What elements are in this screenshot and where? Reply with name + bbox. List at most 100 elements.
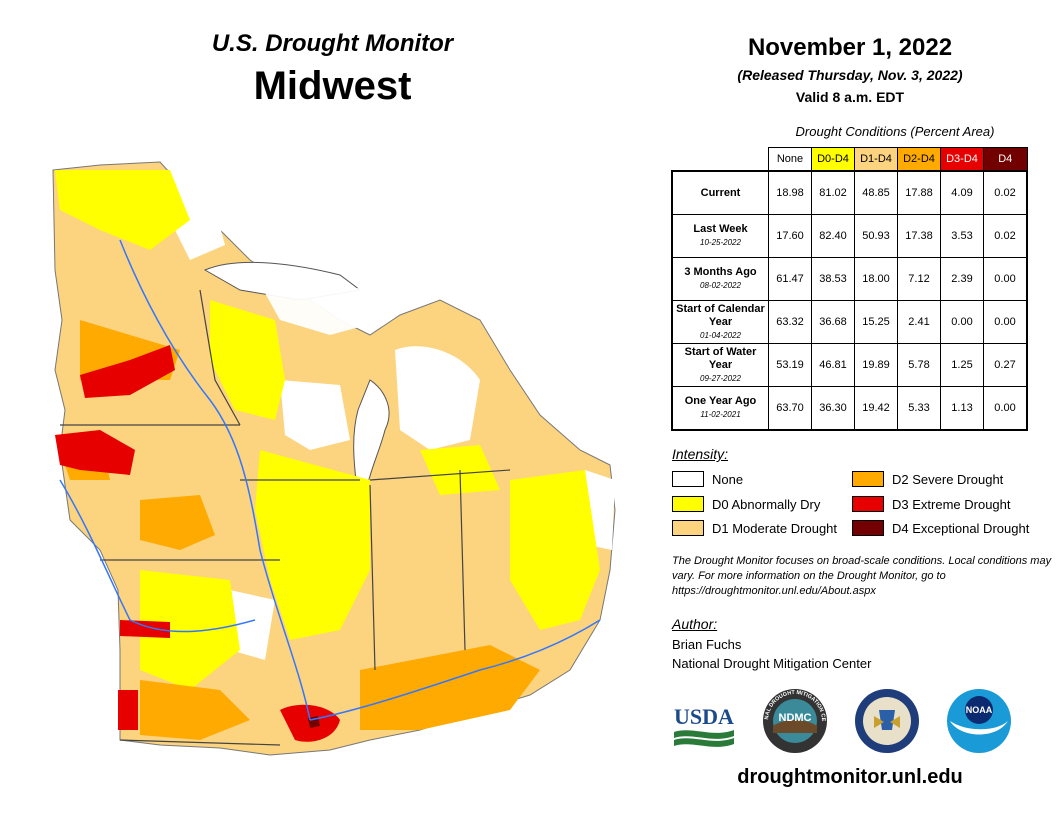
mississippi-river xyxy=(119,239,311,721)
table-cell: 18.00 xyxy=(854,257,898,301)
valid-time: Valid 8 a.m. EDT xyxy=(795,89,905,105)
legend-label: D4 Exceptional Drought xyxy=(892,520,1030,536)
col-header: D0-D4 xyxy=(811,147,855,172)
legend-item-d3: D3 Extreme Drought xyxy=(852,496,1011,512)
none-minnesota-ne xyxy=(165,170,225,260)
legend-swatch xyxy=(852,496,884,512)
legend-swatch xyxy=(852,520,884,536)
table-cell: 0.02 xyxy=(983,214,1028,258)
drought-stats-table: None D0-D4 D1-D4 D2-D4 D3-D4 D4 Current … xyxy=(671,147,1028,431)
table-corner xyxy=(672,148,769,172)
table-cell: 5.33 xyxy=(897,386,941,431)
table-cell: 7.12 xyxy=(897,257,941,301)
table-cell: 0.00 xyxy=(983,300,1028,344)
table-cell: 17.38 xyxy=(897,214,941,258)
legend-label: D3 Extreme Drought xyxy=(892,496,1011,512)
legend-label: D0 Abnormally Dry xyxy=(712,496,821,512)
usda-logo-text: USDA xyxy=(674,704,734,729)
ndmc-logo-text: NDMC xyxy=(779,712,812,724)
table-cell: 0.00 xyxy=(983,257,1028,301)
release-date: (Released Thursday, Nov. 3, 2022) xyxy=(737,67,963,83)
table-cell: 1.13 xyxy=(940,386,984,431)
border-in-oh xyxy=(459,469,466,651)
table-cell: 53.19 xyxy=(768,343,812,387)
none-illinois-west xyxy=(230,590,275,660)
legend-item-none: None xyxy=(672,471,743,487)
legend-swatch xyxy=(672,496,704,512)
d2-missouri-se xyxy=(140,680,250,740)
ohio-river xyxy=(309,619,601,721)
table-cell: 17.88 xyxy=(897,170,941,215)
table-cell: 36.30 xyxy=(811,386,855,431)
border-mn-wi xyxy=(199,289,241,426)
table-row: Last Week 10-25-2022 17.60 82.40 50.93 17… xyxy=(671,214,1028,258)
author-org: National Drought Mitigation Center xyxy=(672,656,872,671)
table-cell: 63.32 xyxy=(768,300,812,344)
table-cell: 4.09 xyxy=(940,170,984,215)
border-il-in xyxy=(369,484,376,671)
table-cell: 81.02 xyxy=(811,170,855,215)
none-wisconsin xyxy=(280,380,350,450)
table-row: 3 Months Ago 08-02-2022 61.47 38.53 18.00… xyxy=(671,257,1028,301)
table-cell: 48.85 xyxy=(854,170,898,215)
row-label: 3 Months Ago 08-02-2022 xyxy=(671,257,769,301)
table-cell: 61.47 xyxy=(768,257,812,301)
none-michigan-up xyxy=(255,275,385,335)
d3-iowa-west xyxy=(55,430,135,475)
table-cell: 0.27 xyxy=(983,343,1028,387)
table-cell: 2.41 xyxy=(897,300,941,344)
row-label: Last Week 10-25-2022 xyxy=(671,214,769,258)
table-row: Start of Water Year 09-27-2022 53.19 46.8… xyxy=(671,343,1028,387)
table-cell: 5.78 xyxy=(897,343,941,387)
author-heading: Author: xyxy=(672,616,718,632)
noaa-logo: NOAA xyxy=(947,689,1011,753)
col-header: None xyxy=(768,147,812,172)
col-header: D4 xyxy=(983,147,1028,172)
legend-swatch xyxy=(852,471,884,487)
table-cell: 19.89 xyxy=(854,343,898,387)
col-header: D2-D4 xyxy=(897,147,941,172)
table-cell: 50.93 xyxy=(854,214,898,258)
table-header-row: None D0-D4 D1-D4 D2-D4 D3-D4 D4 xyxy=(672,147,1028,172)
website-url: droughtmonitor.unl.edu xyxy=(737,766,963,788)
legend-label: D2 Severe Drought xyxy=(892,471,1004,487)
disclaimer-note: The Drought Monitor focuses on broad-sca… xyxy=(672,555,1052,597)
legend-title: Intensity: xyxy=(672,446,729,462)
ndmc-logo: NDMC NATIONAL DROUGHT MITIGATION CENTER xyxy=(762,688,827,753)
table-row: Start of Calendar Year 01-04-2022 63.32 3… xyxy=(671,300,1028,344)
commerce-seal-logo xyxy=(855,689,919,753)
region-title: Midwest xyxy=(253,64,412,108)
d0-ohio xyxy=(510,470,600,630)
table-row: Current 18.98 81.02 48.85 17.88 4.09 0.0… xyxy=(671,170,1028,215)
map-subtitle: U.S. Drought Monitor xyxy=(211,30,454,57)
table-cell: 63.70 xyxy=(768,386,812,431)
row-label: Start of Water Year 09-27-2022 xyxy=(671,343,769,387)
usda-logo: USDA xyxy=(674,704,734,747)
table-cell: 1.25 xyxy=(940,343,984,387)
table-cell: 17.60 xyxy=(768,214,812,258)
col-header: D3-D4 xyxy=(940,147,984,172)
table-cell: 2.39 xyxy=(940,257,984,301)
lake-michigan xyxy=(353,379,390,501)
legend-swatch xyxy=(672,471,704,487)
d3-missouri-n xyxy=(120,620,170,638)
d3-minnesota xyxy=(80,345,175,398)
report-date: November 1, 2022 xyxy=(747,34,953,61)
table-cell: 15.25 xyxy=(854,300,898,344)
table-caption: Drought Conditions (Percent Area) xyxy=(795,124,995,139)
border-mo-ar xyxy=(119,739,281,746)
d0-minnesota-n xyxy=(55,170,190,250)
d0-missouri xyxy=(140,570,240,690)
row-label: Current xyxy=(671,170,769,215)
d2-iowa xyxy=(140,495,215,550)
missouri-river xyxy=(59,479,256,633)
table-cell: 0.00 xyxy=(983,386,1028,431)
table-cell: 0.02 xyxy=(983,170,1028,215)
table-cell: 18.98 xyxy=(768,170,812,215)
none-michigan-lp xyxy=(395,346,480,450)
drought-map xyxy=(52,161,616,756)
table-row: One Year Ago 11-02-2021 63.70 36.30 19.42… xyxy=(671,386,1028,431)
legend-label: None xyxy=(712,471,744,487)
table-cell: 3.53 xyxy=(940,214,984,258)
table-cell: 19.42 xyxy=(854,386,898,431)
